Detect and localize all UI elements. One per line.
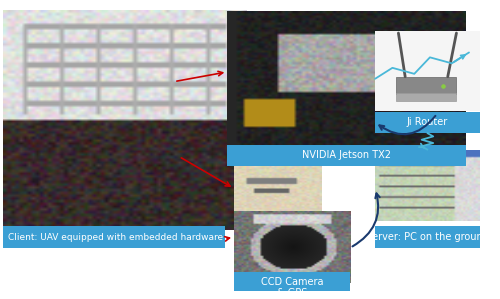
FancyBboxPatch shape xyxy=(375,226,480,248)
Text: Ji Router: Ji Router xyxy=(407,118,448,127)
Bar xyxy=(396,93,456,101)
FancyBboxPatch shape xyxy=(228,145,466,166)
FancyBboxPatch shape xyxy=(3,226,226,248)
Text: Server: PC on the ground: Server: PC on the ground xyxy=(366,232,489,242)
Text: Client: UAV equipped with embedded hardware: Client: UAV equipped with embedded hardw… xyxy=(8,233,223,242)
FancyBboxPatch shape xyxy=(375,31,480,111)
Bar xyxy=(396,77,456,94)
Text: CCD Camera
& GPS: CCD Camera & GPS xyxy=(261,277,324,298)
FancyBboxPatch shape xyxy=(234,272,350,299)
FancyBboxPatch shape xyxy=(375,112,480,133)
Text: NVIDIA Jetson TX2: NVIDIA Jetson TX2 xyxy=(302,150,391,161)
